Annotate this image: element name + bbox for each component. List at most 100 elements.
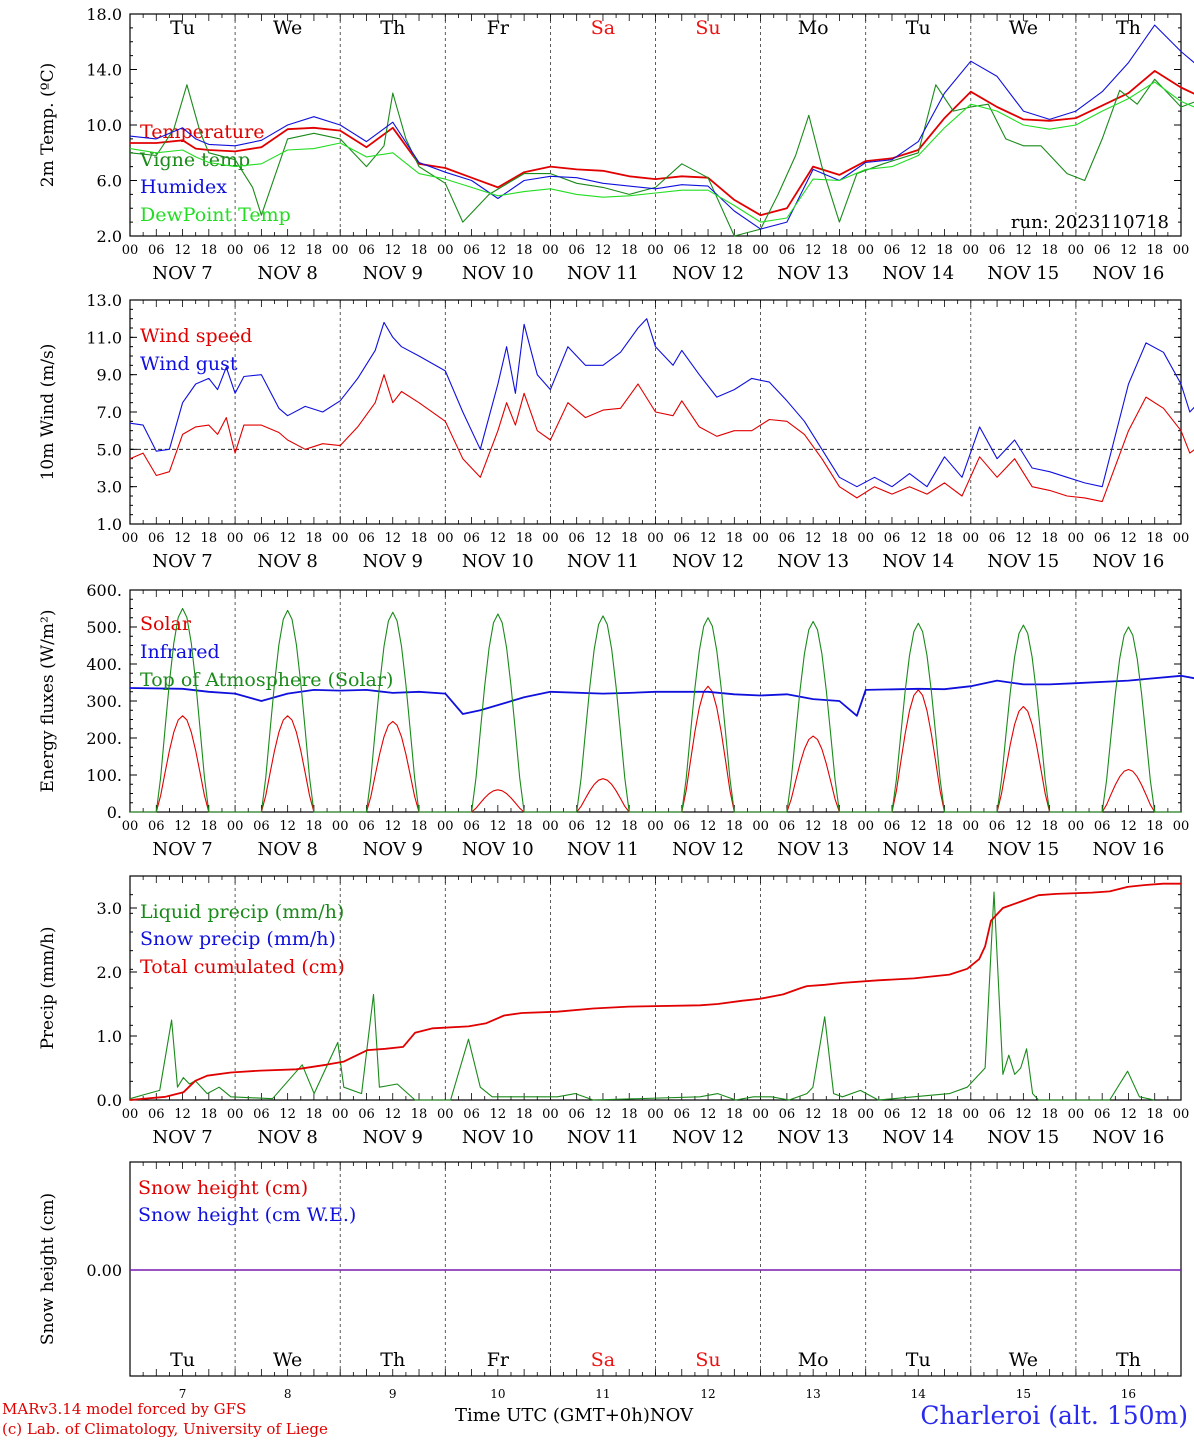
date-label: NOV 13 <box>777 263 849 284</box>
hour-label: 18 <box>936 819 953 834</box>
day-number: 7 <box>179 1387 187 1400</box>
hour-label: 18 <box>201 531 218 546</box>
legend-entry: DewPoint Temp <box>140 204 291 226</box>
date-label: NOV 9 <box>363 1127 423 1148</box>
hour-label: 06 <box>779 243 796 258</box>
hour-label: 12 <box>384 243 401 258</box>
hour-label: 12 <box>174 531 191 546</box>
hour-label: 00 <box>122 531 139 546</box>
hour-label: 06 <box>779 819 796 834</box>
hour-label: 06 <box>989 243 1006 258</box>
hour-label: 12 <box>384 1107 401 1122</box>
hour-label: 00 <box>437 819 454 834</box>
series-line <box>129 24 1194 230</box>
hour-label: 06 <box>568 819 585 834</box>
weekday-label: Th <box>380 1349 405 1371</box>
hour-label: 18 <box>621 243 638 258</box>
hour-label: 06 <box>1094 1107 1111 1122</box>
legend-entry: Temperature <box>140 121 264 143</box>
date-label: NOV 15 <box>987 839 1059 860</box>
date-label: NOV 16 <box>1093 839 1165 860</box>
hour-label: 06 <box>358 243 375 258</box>
model-credit: MARv3.14 model forced by GFS <box>2 1400 247 1418</box>
day-number: 13 <box>806 1387 821 1400</box>
hour-label: 18 <box>201 243 218 258</box>
legend-entry: Snow height (cm W.E.) <box>138 1204 356 1226</box>
weekday-label: Su <box>695 17 720 39</box>
hour-label: 00 <box>857 243 874 258</box>
hour-label: 06 <box>568 531 585 546</box>
hour-label: 00 <box>752 243 769 258</box>
hour-label: 06 <box>253 531 270 546</box>
date-label: NOV 8 <box>257 263 317 284</box>
hour-label: 06 <box>358 1107 375 1122</box>
y-axis-label: Precip (mm/h) <box>38 926 58 1049</box>
hour-label: 00 <box>1173 531 1190 546</box>
date-label: NOV 15 <box>987 263 1059 284</box>
hour-label: 06 <box>1094 531 1111 546</box>
weekday-label: Tu <box>170 17 195 39</box>
hour-label: 06 <box>463 243 480 258</box>
hour-label: 18 <box>936 531 953 546</box>
hour-label: 00 <box>1173 243 1190 258</box>
date-label: NOV 7 <box>152 551 212 572</box>
hour-label: 12 <box>805 243 822 258</box>
hour-label: 12 <box>910 531 927 546</box>
hour-label: 06 <box>884 531 901 546</box>
y-tick-label: 7.0 <box>97 403 122 422</box>
hour-label: 00 <box>1173 819 1190 834</box>
hour-label: 12 <box>595 243 612 258</box>
y-axis-label: Energy fluxes (W/m²) <box>38 610 58 793</box>
hour-label: 12 <box>174 1107 191 1122</box>
series-line <box>129 882 1181 1101</box>
series-line <box>129 318 1194 488</box>
y-axis-label: 10m Wind (m/s) <box>38 344 58 481</box>
hour-label: 06 <box>148 243 165 258</box>
hour-label: 00 <box>437 1107 454 1122</box>
hour-label: 06 <box>148 531 165 546</box>
hour-label: 06 <box>674 243 691 258</box>
hour-label: 18 <box>1041 243 1058 258</box>
legend-entry: Total cumulated (cm) <box>140 956 345 978</box>
hour-label: 12 <box>1120 243 1137 258</box>
hour-label: 12 <box>910 819 927 834</box>
run-label: run: 2023110718 <box>1011 212 1169 233</box>
hour-label: 18 <box>516 243 533 258</box>
hour-label: 00 <box>1068 1107 1085 1122</box>
hour-label: 12 <box>490 819 507 834</box>
hour-label: 00 <box>122 819 139 834</box>
date-label: NOV 8 <box>257 551 317 572</box>
hour-label: 00 <box>752 1107 769 1122</box>
hour-label: 06 <box>1094 819 1111 834</box>
y-tick-label: 1.0 <box>97 1027 122 1046</box>
y-tick-label: 1.0 <box>97 515 122 534</box>
hour-label: 12 <box>174 243 191 258</box>
weekday-label: Su <box>695 1349 720 1371</box>
hour-label: 12 <box>1120 819 1137 834</box>
weekday-label: We <box>273 17 302 39</box>
hour-label: 00 <box>332 531 349 546</box>
date-label: NOV 15 <box>987 1127 1059 1148</box>
day-number: 8 <box>284 1387 292 1400</box>
hour-label: 18 <box>726 531 743 546</box>
hour-label: 00 <box>437 531 454 546</box>
hour-label: 12 <box>279 531 296 546</box>
hour-label: 18 <box>621 531 638 546</box>
series-line <box>129 674 1194 717</box>
hour-label: 12 <box>595 531 612 546</box>
date-label: NOV 10 <box>462 1127 534 1148</box>
hour-label: 18 <box>936 243 953 258</box>
hour-label: 18 <box>1041 819 1058 834</box>
hour-label: 06 <box>884 1107 901 1122</box>
hour-label: 00 <box>857 1107 874 1122</box>
y-tick-label: 6.0 <box>97 172 122 191</box>
hour-label: 06 <box>463 1107 480 1122</box>
hour-label: 00 <box>122 1107 139 1122</box>
hour-label: 00 <box>227 531 244 546</box>
station-title: Charleroi (alt. 150m) <box>920 1401 1188 1430</box>
hour-label: 00 <box>332 243 349 258</box>
day-number: 14 <box>911 1387 927 1400</box>
y-tick-label: 5.0 <box>97 440 122 459</box>
day-number: 12 <box>700 1387 715 1400</box>
hour-label: 00 <box>1068 531 1085 546</box>
